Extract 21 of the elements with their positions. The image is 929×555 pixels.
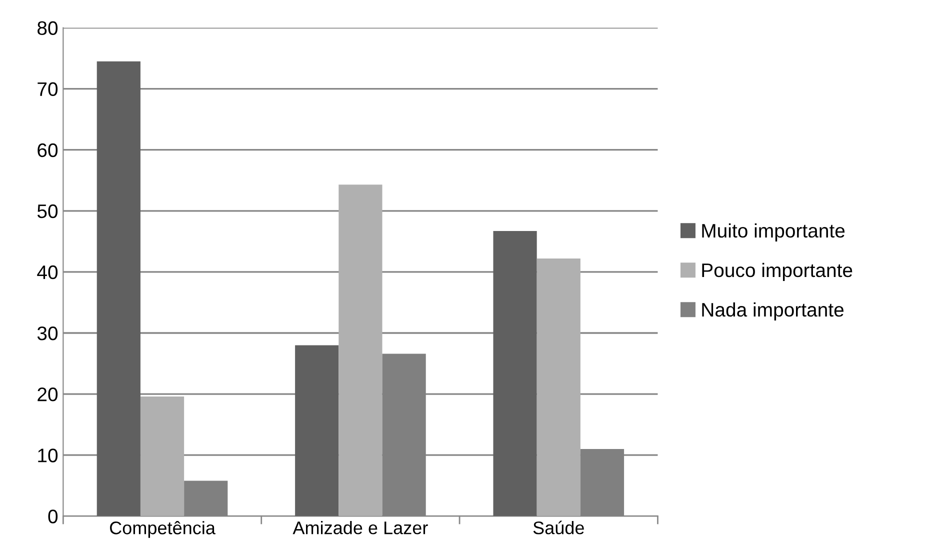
bar (96, 61, 140, 516)
y-tick-label: 0 (48, 510, 58, 524)
y-tick-label: 70 (38, 82, 58, 96)
bar (295, 345, 339, 516)
bar (140, 396, 184, 516)
y-tick-label: 40 (37, 265, 58, 280)
legend-label: Pouco importante (702, 262, 852, 282)
y-tick-label: 10 (38, 448, 58, 462)
y-tick-label: 60 (38, 143, 58, 158)
x-tick-label: Saúde (533, 520, 584, 534)
legend-label: Muito importante (702, 223, 845, 242)
x-tick-label: Competência (110, 521, 216, 538)
bar (338, 184, 382, 516)
x-tick-label: Amizade e Lazer (292, 521, 428, 534)
y-tick-label: 50 (37, 204, 58, 218)
y-tick-label: 30 (37, 326, 58, 340)
legend-label: Nada importante (702, 302, 844, 321)
y-tick-label: 20 (38, 388, 58, 402)
bar (536, 258, 580, 516)
bar (493, 231, 537, 516)
y-tick-label: 80 (38, 21, 58, 35)
